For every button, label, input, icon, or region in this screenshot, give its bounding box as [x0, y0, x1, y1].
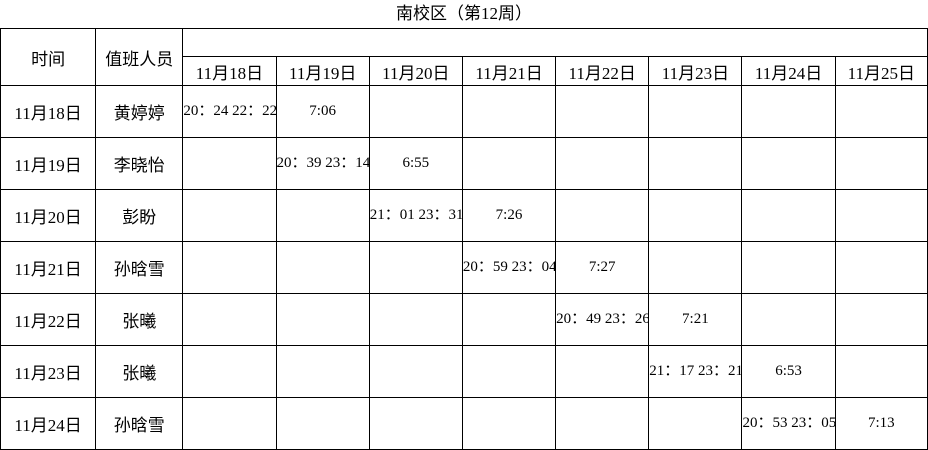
table-row: 11月23日 张曦 21：17 23：21 6:53	[0, 345, 928, 398]
record-cell	[648, 189, 743, 242]
record-cell	[461, 293, 557, 346]
row-date: 11月19日	[0, 137, 97, 190]
record-cell	[275, 189, 370, 242]
record-cell	[741, 137, 836, 190]
record-cell	[368, 241, 463, 294]
header-row-dates: 11月18日 11月19日 11月20日 11月21日 11月22日 11月23…	[1, 56, 928, 86]
header-row-top: 时间 值班人员	[0, 28, 928, 86]
record-cell	[461, 345, 557, 398]
header-staff-label: 值班人员	[95, 28, 184, 86]
record-cell	[834, 241, 928, 294]
record-cell	[368, 397, 463, 450]
header-date-4: 11月22日	[555, 56, 650, 86]
record-cell	[182, 137, 277, 190]
header-merged-blank	[182, 28, 928, 57]
record-cell	[461, 397, 557, 450]
record-cell	[834, 293, 928, 346]
title-row: 南校区（第12周）	[0, 0, 928, 29]
table-row: 11月19日 李晓怡 20：39 23：14 6:55	[0, 137, 928, 190]
record-cell	[834, 345, 928, 398]
record-cell: 20：39 23：14	[275, 137, 370, 190]
table-row: 11月24日 孙晗雪 20：53 23：05 7:13	[0, 397, 928, 450]
record-cell: 21：01 23：31	[368, 189, 463, 242]
record-cell: 7:21	[648, 293, 743, 346]
header-time-label: 时间	[0, 28, 97, 86]
header-date-5: 11月23日	[648, 56, 743, 86]
header-date-1: 11月19日	[275, 56, 370, 86]
record-cell: 20：53 23：05	[741, 397, 836, 450]
record-cell: 20：59 23：04	[461, 241, 557, 294]
header-date-2: 11月20日	[368, 56, 463, 86]
record-cell	[741, 189, 836, 242]
record-cell	[275, 397, 370, 450]
record-cell	[275, 293, 370, 346]
record-cell	[275, 241, 370, 294]
record-cell	[368, 85, 463, 138]
record-cell	[555, 397, 650, 450]
table-row: 11月20日 彭盼 21：01 23：31 7:26	[0, 189, 928, 242]
page-title: 南校区（第12周）	[0, 0, 928, 29]
record-cell	[741, 293, 836, 346]
row-staff-name: 彭盼	[95, 189, 184, 242]
record-cell: 6:53	[741, 345, 836, 398]
row-date: 11月23日	[0, 345, 97, 398]
record-cell	[648, 85, 743, 138]
table-row: 11月21日 孙晗雪 20：59 23：04 7:27	[0, 241, 928, 294]
record-cell	[182, 293, 277, 346]
record-cell	[834, 85, 928, 138]
record-cell: 7:06	[275, 85, 370, 138]
row-staff-name: 孙晗雪	[95, 397, 184, 450]
table-row: 11月18日 黄婷婷 20：24 22：22 7:06	[0, 85, 928, 138]
row-date: 11月20日	[0, 189, 97, 242]
header-date-7: 11月25日	[834, 56, 928, 86]
record-cell: 20：24 22：22	[182, 85, 277, 138]
record-cell	[741, 85, 836, 138]
record-cell: 7:27	[555, 241, 650, 294]
record-cell: 20：49 23：26	[555, 293, 650, 346]
row-staff-name: 黄婷婷	[95, 85, 184, 138]
record-cell	[461, 137, 557, 190]
record-cell: 7:26	[461, 189, 557, 242]
header-date-6: 11月24日	[741, 56, 836, 86]
row-date: 11月21日	[0, 241, 97, 294]
record-cell: 7:13	[834, 397, 928, 450]
record-cell	[555, 189, 650, 242]
row-staff-name: 张曦	[95, 293, 184, 346]
record-cell	[834, 189, 928, 242]
header-date-0: 11月18日	[182, 56, 277, 86]
record-cell	[182, 397, 277, 450]
table-row: 11月22日 张曦 20：49 23：26 7:21	[0, 293, 928, 346]
record-cell	[648, 397, 743, 450]
record-cell: 21：17 23：21	[648, 345, 743, 398]
record-cell	[182, 241, 277, 294]
record-cell	[834, 137, 928, 190]
header-date-3: 11月21日	[461, 56, 557, 86]
row-date: 11月24日	[0, 397, 97, 450]
record-cell	[555, 85, 650, 138]
record-cell	[182, 345, 277, 398]
record-cell	[275, 345, 370, 398]
record-cell	[741, 241, 836, 294]
record-cell	[648, 241, 743, 294]
record-cell	[648, 137, 743, 190]
row-staff-name: 李晓怡	[95, 137, 184, 190]
record-cell	[555, 345, 650, 398]
row-staff-name: 孙晗雪	[95, 241, 184, 294]
row-staff-name: 张曦	[95, 345, 184, 398]
record-cell	[461, 85, 557, 138]
row-date: 11月18日	[0, 85, 97, 138]
record-cell	[182, 189, 277, 242]
record-cell	[555, 137, 650, 190]
row-date: 11月22日	[0, 293, 97, 346]
record-cell	[368, 345, 463, 398]
record-cell	[368, 293, 463, 346]
record-cell: 6:55	[368, 137, 463, 190]
